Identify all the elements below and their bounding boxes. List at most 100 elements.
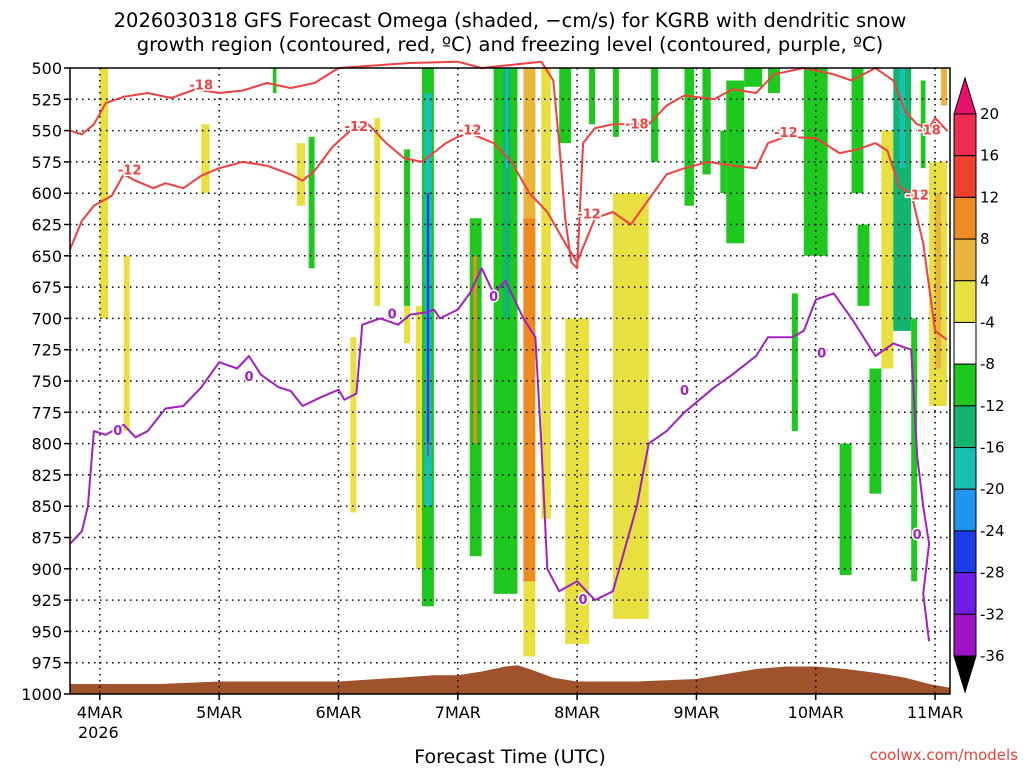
omega-cell-8 (272, 68, 277, 94)
terrain-area (70, 665, 950, 694)
omega-cell-46 (920, 80, 926, 169)
omega-cell-24 (559, 68, 572, 144)
omega-cell-41 (869, 368, 882, 494)
contour-label-dendritic-bottom-1: -12 (345, 120, 369, 135)
omega-cell-27 (612, 68, 619, 137)
y-tick-label-700: 700 (31, 309, 62, 328)
contour-label-freezing-level-2: 0 (388, 308, 397, 323)
colorbar-label-6: -8 (980, 355, 995, 373)
x-tick-label-5MAR: 5MAR (196, 703, 242, 722)
colorbar-label-3: 8 (980, 230, 990, 248)
contour-dendritic-bottom (69, 123, 948, 341)
contour-label-freezing-level-7: 0 (913, 528, 922, 543)
contour-lines (69, 60, 948, 642)
contour-label-freezing-level-3: 0 (489, 290, 498, 305)
omega-cell-23 (541, 68, 551, 519)
colorbar-swatch-5 (953, 321, 977, 365)
omega-cell-2 (201, 124, 210, 194)
omega-cell-17 (493, 68, 518, 594)
colorbar-swatch-7 (953, 405, 977, 449)
colorbar-label-1: 16 (980, 147, 999, 165)
y-tick-label-800: 800 (31, 435, 62, 454)
contour-label-dendritic-top-1: -18 (625, 117, 649, 132)
colorbar-label-5: -4 (980, 313, 995, 331)
y-tick-label-675: 675 (31, 278, 62, 297)
omega-cell-33 (726, 80, 745, 244)
contour-label-freezing-level-4: 0 (579, 593, 588, 608)
colorbar: 20 16 12 8 4 -4 -8 -12 -16 -20 -24 -28 -32 -36 (953, 76, 1005, 694)
omega-cell-13 (426, 193, 430, 444)
omega-shading (99, 68, 948, 657)
x-tick-label-9MAR: 9MAR (673, 703, 719, 722)
y-tick-label-900: 900 (31, 560, 62, 579)
colorbar-swatch-1 (953, 155, 977, 198)
y-tick-label-525: 525 (31, 90, 62, 109)
contour-label-dendritic-top-2: -18 (917, 124, 941, 139)
omega-cell-45 (911, 318, 918, 582)
contour-label-freezing-level-6: 0 (817, 346, 826, 361)
contour-labels: -18 -18 -18 -12 -12 -12 -12 -12 -12 0 0 0 0 0 0 0 0 (112, 77, 943, 610)
x-tick-label-7MAR: 7MAR (435, 703, 481, 722)
colorbar-label-0: 20 (980, 105, 999, 123)
chart-title-line-2: growth region (contoured, red, ºC) and f… (137, 33, 884, 56)
colorbar-label-7: -12 (980, 397, 1005, 415)
contour-label-dendritic-bottom-5: -12 (905, 189, 929, 204)
y-tick-label-650: 650 (31, 247, 62, 266)
colorbar-swatch-11 (953, 572, 977, 615)
colorbar-label-10: -24 (980, 522, 1005, 540)
colorbar-label-8: -16 (980, 439, 1005, 457)
colorbar-swatch-6 (953, 363, 977, 407)
omega-cell-34 (744, 68, 763, 87)
omega-cell-37 (803, 68, 828, 256)
contour-label-dendritic-top-0: -18 (190, 79, 214, 94)
omega-cell-43 (893, 68, 912, 331)
omega-cell-1 (123, 255, 130, 432)
y-tick-label-500: 500 (31, 59, 62, 78)
y-tick-label-925: 925 (31, 591, 62, 610)
y-tick-label-575: 575 (31, 153, 62, 172)
y-tick-label-750: 750 (31, 372, 62, 391)
omega-cell-5 (374, 118, 381, 306)
y-tick-label-625: 625 (31, 216, 62, 235)
omega-cell-4 (350, 337, 357, 513)
omega-cell-26 (589, 68, 596, 125)
y-tick-label-1000: 1000 (21, 685, 62, 704)
omega-cell-14 (427, 368, 429, 457)
colorbar-swatch-4 (953, 280, 977, 323)
colorbar-swatch-2 (953, 196, 977, 240)
y-tick-label-600: 600 (31, 184, 62, 203)
colorbar-swatch-3 (953, 238, 977, 282)
contour-label-freezing-level-1: 0 (244, 370, 253, 385)
x-tick-label-8MAR: 8MAR (554, 703, 600, 722)
omega-cell-3 (296, 143, 306, 206)
omega-cell-7 (416, 305, 426, 569)
colorbar-label-9: -20 (980, 480, 1005, 498)
colorbar-bottom-arrow (953, 655, 977, 694)
omega-cell-22 (523, 218, 536, 582)
colorbar-swatch-10 (953, 530, 977, 574)
omega-cell-28 (612, 193, 649, 619)
colorbar-label-13: -36 (980, 647, 1005, 665)
y-tick-label-825: 825 (31, 466, 62, 485)
colorbar-swatch-8 (953, 447, 977, 490)
omega-cell-38 (839, 443, 852, 576)
omega-cell-49 (941, 68, 948, 106)
omega-cell-19 (505, 68, 508, 169)
contour-dendritic-top (69, 60, 948, 270)
contour-label-dendritic-bottom-4: -12 (774, 126, 798, 141)
omega-cell-29 (651, 68, 659, 162)
colorbar-swatch-0 (953, 113, 977, 157)
y-axis: 500 525 550 575 600 625 650 675 700 725 750 775 800 8… (21, 59, 70, 704)
colorbar-swatch-9 (953, 488, 977, 532)
x-axis-title: Forecast Time (UTC) (414, 746, 605, 768)
omega-cell-25 (565, 318, 590, 644)
colorbar-label-11: -28 (980, 564, 1005, 582)
x-axis-year-label: 2026 (78, 723, 119, 742)
colorbar-top-arrow (953, 76, 977, 115)
omega-cell-30 (684, 68, 695, 206)
y-tick-label-875: 875 (31, 529, 62, 548)
contour-label-freezing-level-0: 0 (113, 424, 122, 439)
terrain-fill (70, 665, 950, 694)
omega-cell-32 (720, 130, 727, 194)
